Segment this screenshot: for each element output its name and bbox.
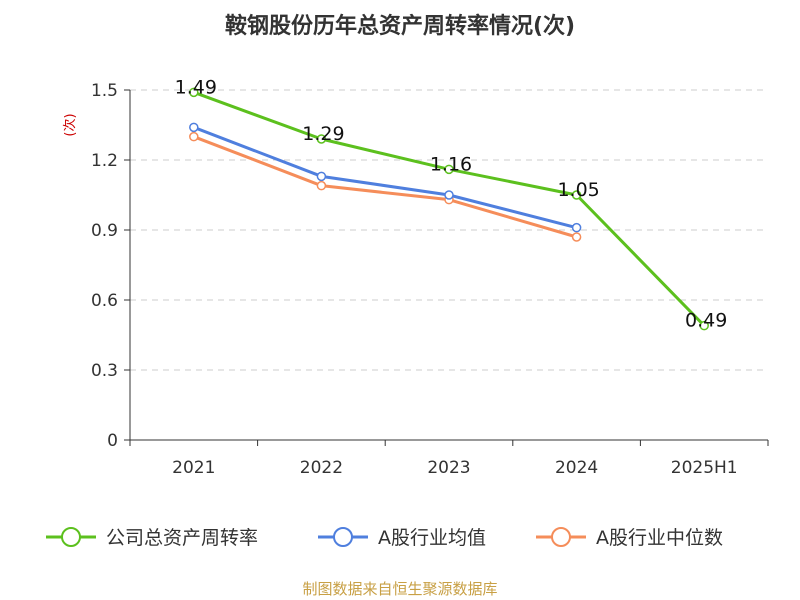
y-tick-label: 0.6 [91, 291, 118, 311]
data-point [571, 222, 582, 233]
legend-label: A股行业均值 [378, 527, 486, 549]
legend-swatch-marker [551, 527, 571, 547]
x-tick-label: 2023 [427, 458, 470, 478]
series-line [193, 125, 577, 230]
data-point [189, 122, 199, 133]
data-label: 1.29 [302, 123, 344, 145]
x-tick-label: 2021 [172, 458, 215, 478]
data-point [189, 87, 199, 98]
chart-title: 鞍钢股份历年总资产周转率情况(次) [225, 13, 575, 39]
x-tick-label: 2025H1 [671, 458, 738, 478]
y-tick-label: 0.3 [91, 361, 118, 381]
y-tick-label: 1.2 [91, 151, 118, 171]
data-point [571, 232, 582, 242]
data-label: 1.05 [557, 179, 599, 201]
y-tick-label: 1.5 [91, 81, 118, 101]
series-line [193, 90, 706, 327]
y-axis-label: (次) [62, 113, 78, 136]
data-point [444, 190, 454, 200]
data-point [316, 134, 327, 144]
x-tick-label: 2022 [300, 458, 343, 478]
legend: 公司总资产周转率 A股行业均值 A股行业中位数 [46, 527, 723, 549]
axes: 0 0.3 0.6 0.9 1.2 1.5 2021 2022 2023 2024 2025H1 [91, 81, 769, 478]
data-point [316, 180, 327, 191]
data-label: 1.16 [430, 153, 472, 175]
x-tick-label: 2024 [555, 458, 598, 478]
legend-swatch-marker [333, 527, 353, 547]
data-point [189, 131, 199, 142]
legend-swatch-marker [61, 527, 81, 547]
data-point [444, 164, 454, 175]
y-tick-label: 0.9 [91, 221, 118, 241]
data-point [316, 171, 327, 182]
data-label: 0.49 [685, 310, 727, 332]
data-label: 1.49 [175, 76, 217, 98]
grid-lines [130, 89, 768, 371]
data-point [699, 320, 709, 331]
data-point [571, 190, 582, 200]
legend-label: 公司总资产周转率 [106, 527, 258, 549]
series-line [193, 135, 578, 239]
y-tick-label: 0 [107, 431, 118, 451]
legend-label: A股行业中位数 [596, 527, 723, 549]
source-note: 制图数据来自恒生聚源数据库 [302, 580, 497, 598]
series-group: 1.49 1.29 1.16 1.05 0.49 [175, 76, 728, 331]
